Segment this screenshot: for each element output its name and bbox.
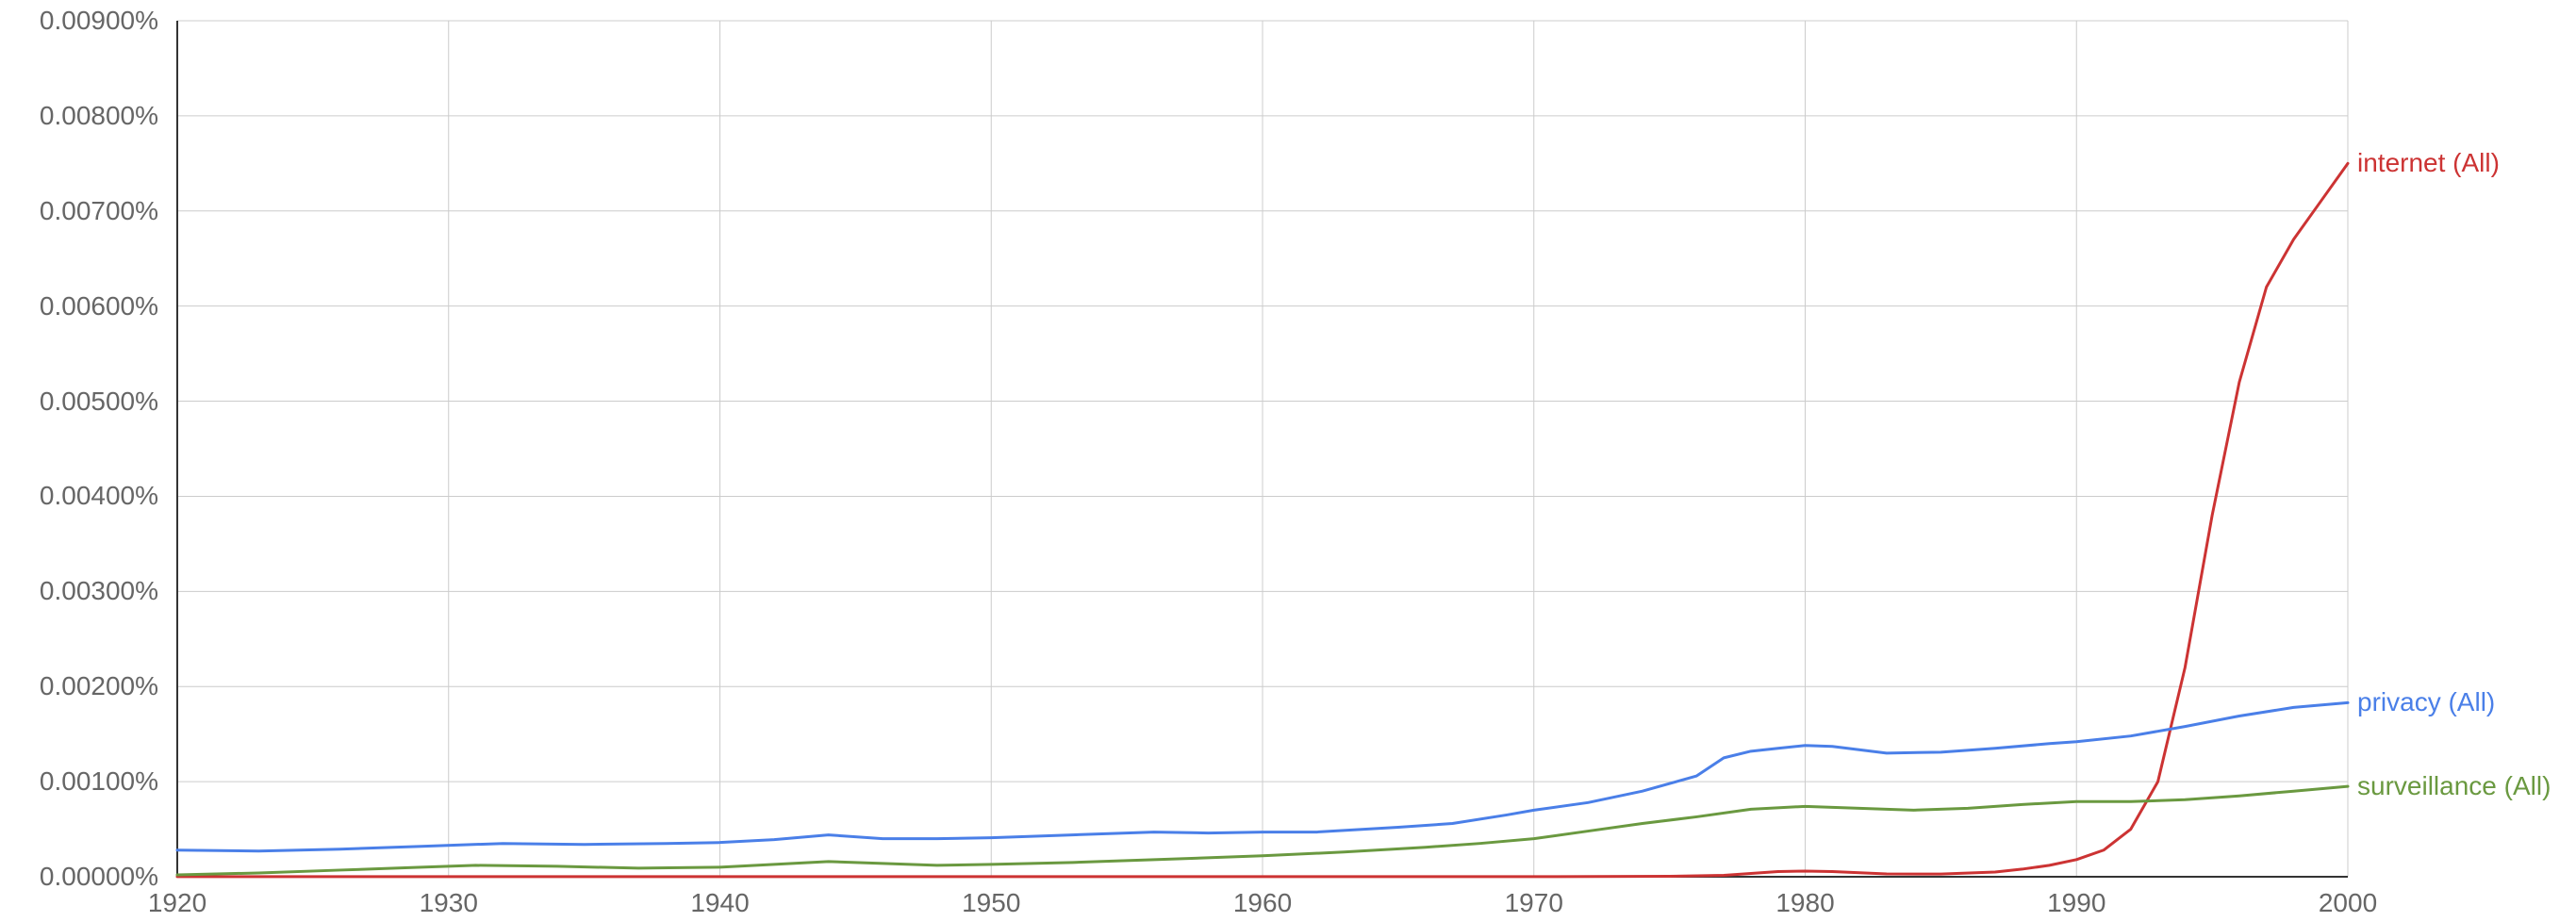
x-tick-label: 1960 <box>1233 888 1292 918</box>
y-tick-label: 0.00800% <box>0 101 158 131</box>
x-tick-label: 1980 <box>1775 888 1834 918</box>
x-tick-label: 1970 <box>1505 888 1563 918</box>
x-tick-label: 1930 <box>420 888 478 918</box>
ngram-line-chart <box>0 0 2576 922</box>
y-tick-label: 0.00200% <box>0 671 158 701</box>
x-tick-label: 1950 <box>962 888 1020 918</box>
x-tick-label: 1940 <box>690 888 749 918</box>
x-tick-label: 1990 <box>2047 888 2105 918</box>
series-label[interactable]: internet (All) <box>2357 148 2500 178</box>
series-label[interactable]: surveillance (All) <box>2357 771 2551 801</box>
series-label[interactable]: privacy (All) <box>2357 687 2495 717</box>
chart-container: { "chart": { "type": "line", "canvas": {… <box>0 0 2576 922</box>
y-tick-label: 0.00400% <box>0 481 158 511</box>
y-tick-label: 0.00700% <box>0 196 158 226</box>
x-tick-label: 1920 <box>148 888 206 918</box>
y-tick-label: 0.00300% <box>0 576 158 606</box>
x-tick-label: 2000 <box>2319 888 2377 918</box>
y-tick-label: 0.00000% <box>0 862 158 892</box>
y-tick-label: 0.00500% <box>0 387 158 417</box>
y-tick-label: 0.00100% <box>0 766 158 797</box>
y-tick-label: 0.00900% <box>0 6 158 36</box>
y-tick-label: 0.00600% <box>0 291 158 321</box>
